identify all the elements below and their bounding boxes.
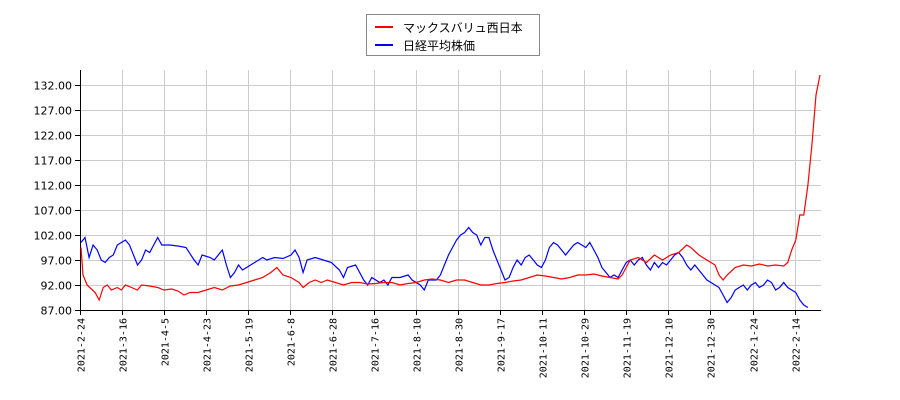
x-tick-label: 2021-9-17 bbox=[497, 318, 508, 372]
legend-label: マックスバリュ西日本 bbox=[403, 20, 523, 35]
x-tick-label: 2021-7-16 bbox=[371, 318, 382, 372]
x-tick-label: 2022-2-14 bbox=[792, 318, 803, 372]
y-tick-label: 107.00 bbox=[34, 205, 73, 218]
y-tick-label: 87.00 bbox=[41, 305, 73, 318]
x-tick-label: 2021-8-30 bbox=[455, 318, 466, 372]
x-tick-label: 2021-3-16 bbox=[119, 318, 130, 372]
x-tick-label: 2021-6-8 bbox=[287, 318, 298, 366]
legend-swatch-red bbox=[375, 26, 393, 28]
axes: 87.00 92.00 97.00 102.00 107.00 112.00 117.00 1… bbox=[34, 70, 821, 378]
x-tick-label: 2021-10-11 bbox=[539, 318, 550, 378]
x-tick-label: 2021-2-24 bbox=[77, 318, 88, 372]
x-tick-label: 2022-1-24 bbox=[750, 318, 761, 372]
series-line bbox=[80, 226, 809, 309]
legend-item-nikkei: 日経平均株価 bbox=[375, 36, 475, 54]
y-tick-label: 122.00 bbox=[34, 130, 73, 143]
x-tick-label: 2021-4-23 bbox=[203, 318, 214, 372]
y-tick-label: 127.00 bbox=[34, 105, 73, 118]
y-tick-label: 97.00 bbox=[41, 255, 73, 268]
grid-lines bbox=[80, 70, 821, 311]
legend-label: 日経平均株価 bbox=[403, 38, 476, 53]
x-tick-label: 2021-12-10 bbox=[665, 318, 676, 378]
x-tick-label: 2021-12-30 bbox=[707, 318, 718, 378]
legend-item-maxvalu: マックスバリュ西日本 bbox=[375, 18, 523, 36]
y-tick-label: 117.00 bbox=[34, 155, 73, 168]
series-lines bbox=[80, 74, 821, 309]
y-tick-label: 132.00 bbox=[34, 80, 73, 93]
x-tick-label: 2021-6-28 bbox=[329, 318, 340, 372]
x-tick-label: 2021-10-29 bbox=[581, 318, 592, 378]
x-tick-label: 2021-5-19 bbox=[245, 318, 256, 372]
y-tick-label: 92.00 bbox=[41, 280, 73, 293]
x-tick-label: 2021-4-5 bbox=[161, 318, 172, 366]
legend: マックスバリュ西日本 日経平均株価 bbox=[366, 14, 540, 56]
y-tick-label: 112.00 bbox=[34, 180, 73, 193]
x-tick-label: 2021-11-19 bbox=[623, 318, 634, 378]
x-tick-label: 2021-8-10 bbox=[413, 318, 424, 372]
series-line bbox=[80, 74, 821, 302]
y-tick-label: 102.00 bbox=[34, 230, 73, 243]
legend-swatch-blue bbox=[375, 44, 393, 46]
